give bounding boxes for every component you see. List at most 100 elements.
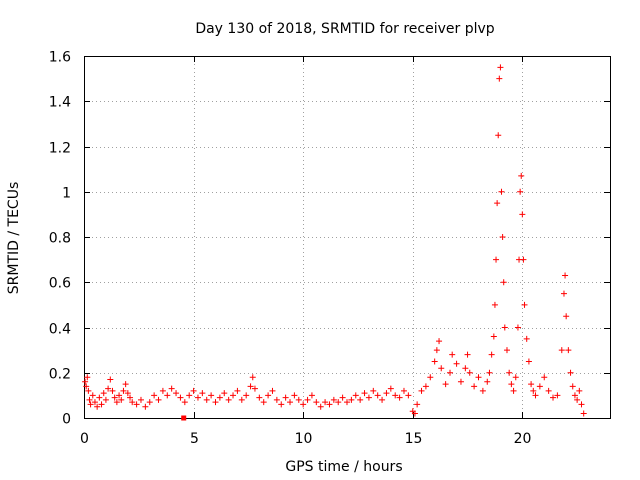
- data-point: [427, 374, 434, 381]
- data-point: [91, 399, 98, 406]
- data-point: [545, 387, 552, 394]
- data-point: [576, 387, 583, 394]
- data-point: [94, 403, 101, 410]
- data-point: [532, 392, 539, 399]
- y-tick-label: 1.4: [49, 95, 71, 111]
- data-point: [203, 396, 210, 403]
- data-point: [199, 390, 206, 397]
- data-point: [83, 383, 90, 390]
- data-point: [494, 200, 501, 207]
- data-point: [127, 394, 134, 401]
- data-point: [491, 301, 498, 308]
- data-point: [269, 387, 276, 394]
- data-point: [486, 369, 493, 376]
- data-points: [82, 64, 587, 421]
- data-point: [107, 376, 114, 383]
- y-tick-label: 1: [62, 186, 71, 202]
- data-point: [414, 401, 421, 408]
- data-point: [251, 385, 258, 392]
- data-point: [520, 256, 527, 263]
- data-point: [488, 351, 495, 358]
- data-point: [490, 333, 497, 340]
- data-point: [519, 211, 526, 218]
- y-tick-label: 1.6: [49, 50, 71, 66]
- grid-lines: [84, 56, 610, 418]
- data-point: [510, 387, 517, 394]
- y-axis-label: SRMTID / TECUs: [6, 182, 22, 295]
- y-tick-label: 1.2: [49, 141, 71, 157]
- data-point: [479, 387, 486, 394]
- data-point: [569, 383, 576, 390]
- data-point: [102, 396, 109, 403]
- data-point: [164, 392, 171, 399]
- data-point: [113, 399, 120, 406]
- data-point: [562, 272, 569, 279]
- data-point: [374, 392, 381, 399]
- data-point: [563, 313, 570, 320]
- data-point: [133, 401, 140, 408]
- data-point: [151, 392, 158, 399]
- data-point: [317, 403, 324, 410]
- y-tick-label: 0.4: [49, 322, 71, 338]
- data-point: [116, 392, 123, 399]
- data-point: [249, 374, 256, 381]
- plot-frame: [84, 56, 611, 419]
- data-point: [571, 392, 578, 399]
- data-point: [159, 387, 166, 394]
- data-point: [89, 392, 96, 399]
- data-point: [173, 390, 180, 397]
- data-point: [273, 396, 280, 403]
- data-point: [304, 396, 311, 403]
- data-point: [124, 390, 131, 397]
- data-point: [462, 365, 469, 372]
- data-point: [518, 172, 525, 179]
- data-point: [361, 390, 368, 397]
- data-point: [155, 396, 162, 403]
- data-point: [392, 392, 399, 399]
- x-tick-label: 20: [514, 431, 532, 447]
- data-point: [86, 396, 93, 403]
- data-point: [447, 369, 454, 376]
- data-point: [493, 256, 500, 263]
- data-point: [98, 401, 105, 408]
- data-point: [105, 385, 112, 392]
- data-point: [216, 394, 223, 401]
- x-axis-tick-labels: 0 5 10 15 20: [80, 431, 531, 447]
- data-point: [438, 365, 445, 372]
- data-point: [422, 383, 429, 390]
- data-point: [295, 396, 302, 403]
- data-point: [82, 378, 89, 385]
- data-point: [186, 392, 193, 399]
- data-point: [565, 347, 572, 354]
- axis-ticks: [84, 56, 610, 419]
- data-point: [554, 392, 561, 399]
- data-point: [129, 399, 136, 406]
- x-tick-label: 5: [190, 431, 199, 447]
- data-point: [335, 399, 342, 406]
- data-point: [457, 378, 464, 385]
- data-point: [560, 290, 567, 297]
- data-point: [225, 396, 232, 403]
- data-point: [111, 394, 118, 401]
- data-point: [357, 396, 364, 403]
- data-point: [177, 394, 184, 401]
- data-point: [344, 399, 350, 406]
- data-point: [256, 394, 263, 401]
- x-tick-label: 10: [295, 431, 313, 447]
- data-point: [506, 369, 513, 376]
- data-point: [109, 387, 116, 394]
- data-point: [339, 394, 346, 401]
- data-point: [168, 385, 175, 392]
- data-point: [87, 401, 94, 408]
- data-point: [503, 347, 510, 354]
- data-point: [221, 390, 228, 397]
- data-point: [387, 385, 394, 392]
- data-point: [190, 387, 197, 394]
- data-point: [517, 188, 524, 195]
- data-point: [433, 347, 440, 354]
- data-point: [370, 387, 377, 394]
- chart-title: Day 130 of 2018, SRMTID for receiver plv…: [195, 21, 494, 37]
- data-point: [142, 403, 149, 410]
- y-tick-label: 0: [62, 412, 71, 428]
- data-point: [282, 394, 289, 401]
